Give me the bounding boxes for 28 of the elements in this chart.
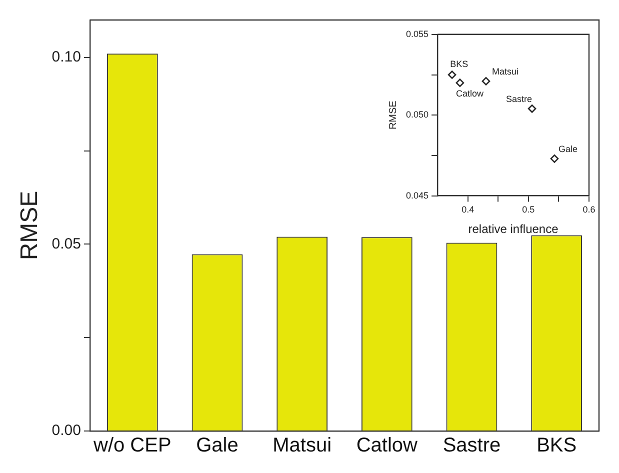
point [550,154,559,163]
x-tick-label: Gale [196,434,238,457]
x-tick-label: 0.4 [462,204,474,215]
x-tick-label: Sastre [442,434,501,457]
y-tick-label: 0.050 [406,110,429,120]
x-tick-label: Catlow [356,434,418,457]
y-tick-label: 0.00 [52,422,81,440]
annotation: Catlow [456,88,484,98]
point [528,104,536,113]
x-tick-label: BKS [536,434,577,457]
y-tick-label: 0.10 [52,48,81,66]
y-axis-title: RMSE [16,190,44,260]
point [448,70,456,79]
x-tick-label: 0.5 [522,204,535,215]
y-axis-title: RMSE [388,100,399,130]
annotation: Matsui [492,66,519,77]
y-tick-label: 0.055 [406,28,429,39]
point [482,77,490,86]
x-tick-label: 0.6 [582,204,596,215]
y-tick-label: 0.045 [406,190,429,200]
x-tick-label: Matsui [272,434,332,457]
annotation: BKS [450,59,468,70]
x-tick-label: w/o CEP [92,434,172,457]
point [456,78,464,87]
annotation: Gale [558,144,578,154]
x-axis-title: relative influence [468,222,559,236]
annotation: Sastre [506,94,532,104]
y-tick-label: 0.05 [52,235,81,252]
